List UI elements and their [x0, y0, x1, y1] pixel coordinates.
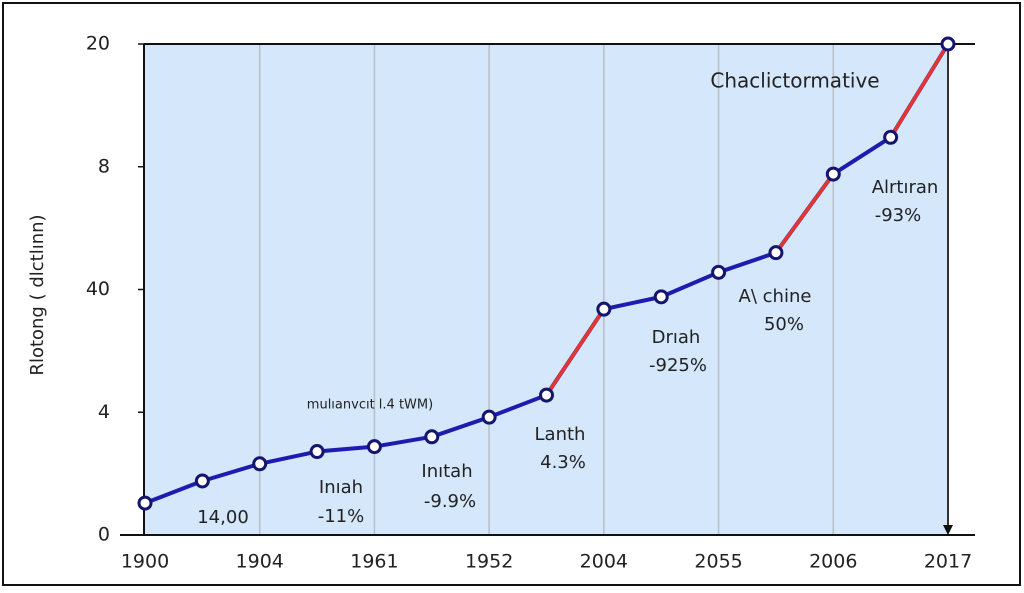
highlight-segment [774, 173, 835, 254]
point [883, 129, 899, 145]
annotation: Inıah [319, 477, 363, 498]
drop-arrow [943, 525, 953, 535]
annotation: Inıtah [421, 461, 472, 482]
y-tick-label: 8 [98, 155, 110, 177]
annotation: Lanth [535, 424, 586, 445]
y-tick-label: 20 [86, 33, 110, 55]
annotation: -9.9% [424, 491, 476, 512]
annotation: Drıah [652, 327, 701, 348]
annotation: -93% [875, 205, 922, 226]
chart-title: Chaclictormative [710, 69, 879, 93]
y-tick-label: 40 [86, 278, 110, 300]
annotation: mulıanvcıt l.4 tWM) [307, 398, 433, 413]
annotation: A\ chine [739, 286, 812, 307]
point [825, 166, 841, 182]
point [596, 301, 612, 317]
point [768, 245, 784, 261]
annotation: 50% [764, 314, 804, 335]
annotation: 14,00 [197, 507, 249, 528]
y-tick-label: 0 [98, 524, 110, 546]
annotation: 4.3% [540, 452, 586, 473]
highlight-segment [545, 308, 606, 397]
point [424, 429, 440, 445]
point [194, 473, 210, 489]
point [309, 444, 325, 460]
point [252, 456, 268, 472]
x-tick-label: 2006 [809, 551, 857, 573]
point [481, 409, 497, 425]
x-tick-label: 2055 [694, 551, 742, 573]
plot-area [144, 44, 949, 535]
point [137, 495, 153, 511]
x-tick-label: 1900 [121, 551, 169, 573]
point [940, 36, 956, 52]
point [653, 289, 669, 305]
x-tick-label: 1961 [350, 551, 398, 573]
annotation: -925% [649, 355, 707, 376]
y-tick-label: 4 [98, 401, 110, 423]
series [137, 36, 956, 535]
point [711, 264, 727, 280]
y-axis-label: Rlotong ( dlctlınn) [27, 214, 48, 375]
x-tick-label: 2004 [580, 551, 628, 573]
x-tick-label: 1904 [236, 551, 284, 573]
x-tick-label: 1952 [465, 551, 513, 573]
annotation: Alrtıran [872, 177, 939, 198]
annotation: -11% [318, 506, 365, 527]
point [366, 439, 382, 455]
point [539, 387, 554, 403]
x-tick-label: 2017 [924, 551, 972, 573]
highlight-segment [889, 43, 950, 139]
